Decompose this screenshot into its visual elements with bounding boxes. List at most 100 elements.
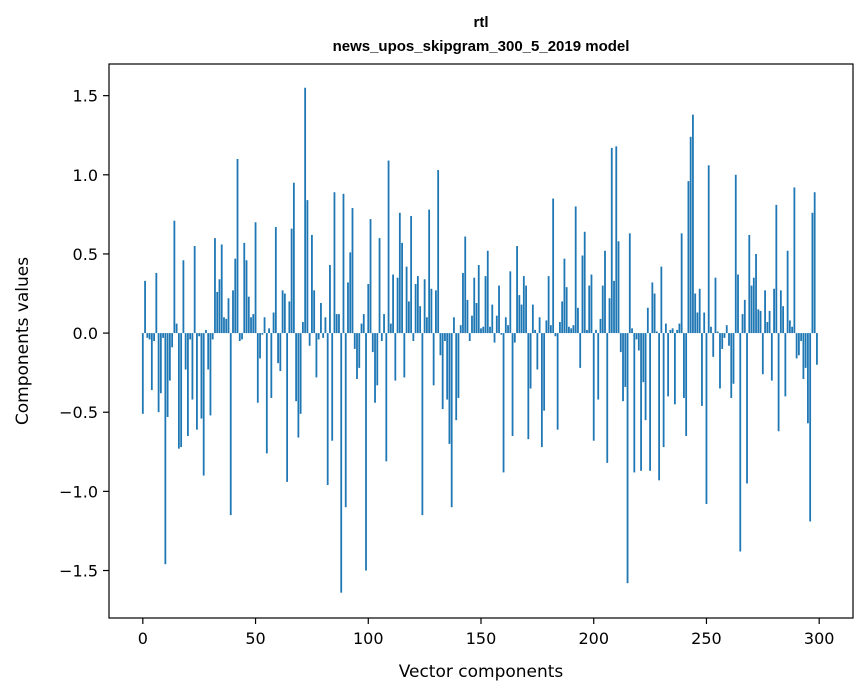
- bar: [159, 333, 162, 394]
- bar: [353, 333, 356, 349]
- bar: [518, 295, 521, 334]
- bar: [554, 333, 557, 337]
- x-axis-ticks: 0 50 100 150 200 250 300: [138, 618, 834, 648]
- bar: [719, 333, 721, 389]
- bar: [536, 333, 539, 370]
- bar: [333, 192, 336, 334]
- bar: [809, 333, 812, 522]
- bar: [520, 304, 523, 334]
- x-tick-label: 50: [245, 629, 265, 648]
- bar: [804, 333, 807, 368]
- bar: [369, 219, 372, 334]
- bar: [561, 301, 564, 334]
- bar: [304, 87, 307, 334]
- bar: [716, 331, 719, 334]
- bar: [394, 333, 397, 381]
- bar: [773, 288, 775, 334]
- bar: [730, 333, 733, 398]
- y-tick-label: −1.5: [59, 562, 98, 581]
- bar: [153, 333, 155, 341]
- bar: [723, 333, 726, 338]
- bar: [378, 238, 381, 334]
- y-tick-label: 0.5: [73, 245, 98, 264]
- bar: [331, 333, 334, 441]
- bar: [761, 333, 764, 375]
- bar: [527, 333, 530, 440]
- bar: [265, 333, 268, 454]
- bar: [770, 333, 773, 381]
- bar: [254, 222, 257, 334]
- bar: [525, 285, 527, 334]
- bar: [664, 323, 667, 334]
- bar: [351, 208, 354, 334]
- bar: [538, 317, 541, 334]
- bar: [450, 333, 453, 508]
- bar: [764, 290, 766, 334]
- bar: [380, 333, 383, 341]
- bar: [311, 234, 313, 334]
- bar: [777, 333, 780, 432]
- bar: [750, 285, 753, 334]
- chart-title: rtl: [474, 14, 489, 31]
- bar: [283, 293, 286, 334]
- bar: [365, 333, 367, 571]
- bar: [189, 333, 192, 340]
- bar: [685, 333, 688, 436]
- bar: [256, 333, 259, 403]
- bar: [725, 325, 728, 334]
- bar: [141, 333, 144, 414]
- bar: [698, 288, 701, 334]
- bar: [444, 333, 446, 341]
- bar: [802, 333, 805, 379]
- bar: [410, 215, 413, 334]
- bar: [669, 329, 672, 334]
- x-tick-label: 150: [466, 629, 497, 648]
- bar: [274, 227, 277, 334]
- bar: [164, 333, 167, 565]
- bar: [710, 326, 712, 334]
- bar: [592, 333, 595, 441]
- bar: [642, 333, 645, 383]
- bar: [313, 290, 316, 334]
- bar: [511, 333, 514, 436]
- bar: [707, 165, 710, 334]
- bar: [261, 333, 264, 335]
- y-axis-ticks: −1.5 −1.0 −0.5 0.0 0.5 1.0 1.5: [59, 87, 109, 581]
- bar: [292, 182, 295, 334]
- bar: [635, 333, 638, 340]
- bar: [453, 317, 455, 334]
- bar: [568, 326, 570, 334]
- bar: [295, 333, 298, 402]
- bar: [191, 333, 194, 400]
- bar: [290, 228, 293, 334]
- bar: [252, 314, 255, 334]
- bar: [737, 274, 739, 334]
- bar: [734, 174, 737, 334]
- y-tick-label: −1.0: [59, 482, 98, 501]
- bar: [746, 333, 748, 484]
- bar: [340, 333, 343, 593]
- bar: [360, 323, 363, 334]
- bar: [441, 333, 444, 410]
- bar: [414, 284, 417, 334]
- y-tick-label: 1.5: [73, 87, 98, 106]
- bar: [797, 333, 800, 356]
- bar: [626, 333, 629, 584]
- bar: [807, 333, 809, 424]
- bar: [552, 198, 555, 334]
- bar: [619, 333, 622, 353]
- x-tick-label: 250: [691, 629, 722, 648]
- bar: [335, 314, 338, 334]
- bar: [407, 301, 410, 334]
- bar: [732, 333, 735, 384]
- bar: [660, 266, 663, 334]
- bar: [574, 206, 577, 334]
- bar: [516, 246, 518, 334]
- bar: [207, 333, 210, 370]
- bar: [162, 333, 165, 338]
- bar: [504, 317, 507, 334]
- bar: [581, 255, 584, 334]
- bar: [315, 333, 318, 378]
- bar: [559, 322, 561, 334]
- bar: [658, 333, 661, 481]
